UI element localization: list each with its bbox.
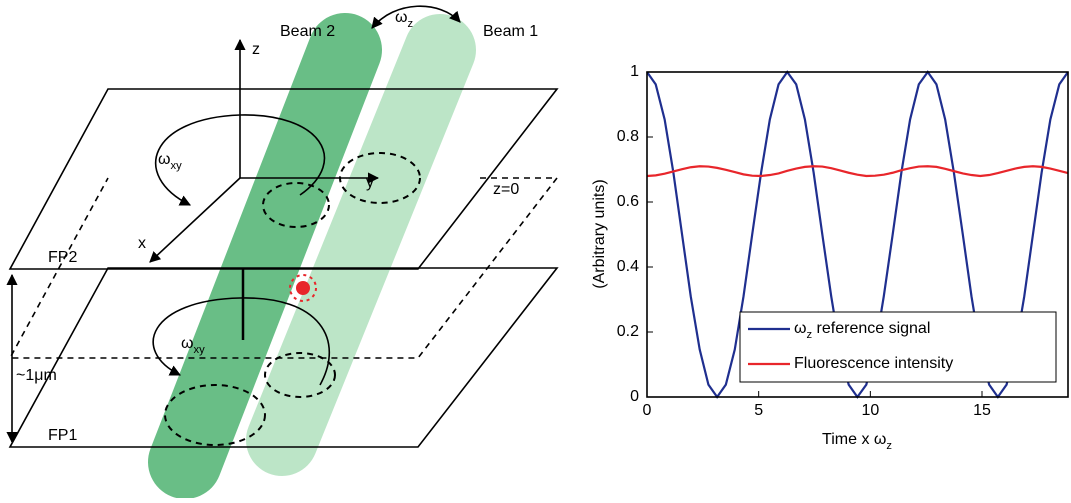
label: Beam 1 xyxy=(483,23,538,40)
label: ~1μm xyxy=(16,367,57,384)
y-tick-label: 1 xyxy=(630,63,639,80)
y-tick-label: 0 xyxy=(630,388,639,405)
label: z=0 xyxy=(493,181,519,198)
y-tick-label: 0.2 xyxy=(617,323,639,340)
figure: Beam 2 Beam 1 ωz z ωxy y x z=0 FP2 ωxy ~… xyxy=(0,0,1071,498)
x-tick-label: 10 xyxy=(861,402,879,419)
y-tick-label: 0.8 xyxy=(617,128,639,145)
label: FP2 xyxy=(48,249,77,266)
label: ωz xyxy=(395,9,414,30)
fluorophore xyxy=(296,281,310,295)
x-tick-label: 5 xyxy=(754,402,763,419)
x-axis xyxy=(150,178,240,262)
chart: (Arbitrary units) Time x ωz 0 0.2 0.4 0.6 0.… xyxy=(591,63,1068,452)
y-tick-label: 0.6 xyxy=(617,193,639,210)
x-tick-label: 15 xyxy=(973,402,991,419)
x-axis-label: Time x ωz xyxy=(822,431,892,452)
series-line xyxy=(647,166,1068,176)
x-tick-label: 0 xyxy=(643,402,652,419)
label: x xyxy=(138,235,146,252)
label: Beam 2 xyxy=(280,23,335,40)
page: Beam 2 Beam 1 ωz z ωxy y x z=0 FP2 ωxy ~… xyxy=(0,0,1071,498)
label: y xyxy=(366,174,374,191)
diagram: Beam 2 Beam 1 ωz z ωxy y x z=0 FP2 ωxy ~… xyxy=(10,6,557,462)
label: FP1 xyxy=(48,427,77,444)
y-tick-label: 0.4 xyxy=(617,258,639,275)
legend-label: Fluorescence intensity xyxy=(794,355,953,372)
label: ωxy xyxy=(158,151,182,172)
y-axis-label: (Arbitrary units) xyxy=(591,179,608,288)
label: z xyxy=(252,41,260,58)
